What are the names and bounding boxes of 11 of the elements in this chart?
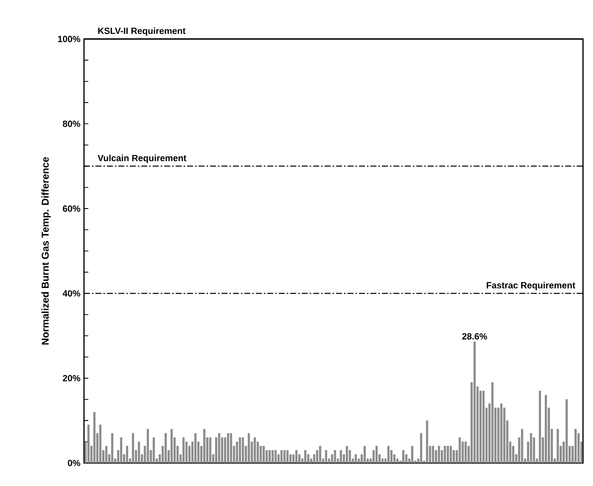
ref-line-label: Vulcain Requirement: [98, 154, 186, 163]
y-tick-label: 80%: [62, 120, 80, 127]
y-tick-label: 60%: [62, 205, 80, 212]
y-tick-label: 20%: [62, 375, 80, 382]
ref-line-label: Fastrac Requirement: [486, 282, 576, 290]
y-axis-title: Normalized Burnt Gas Temp. Difference: [41, 157, 51, 345]
y-tick-label: 0%: [68, 460, 80, 466]
ref-line-label: KSLV-II Requirement: [98, 27, 186, 36]
y-tick-label: 40%: [62, 290, 80, 297]
data-label: 28.6%: [462, 333, 488, 340]
y-tick-label: 100%: [58, 36, 80, 42]
